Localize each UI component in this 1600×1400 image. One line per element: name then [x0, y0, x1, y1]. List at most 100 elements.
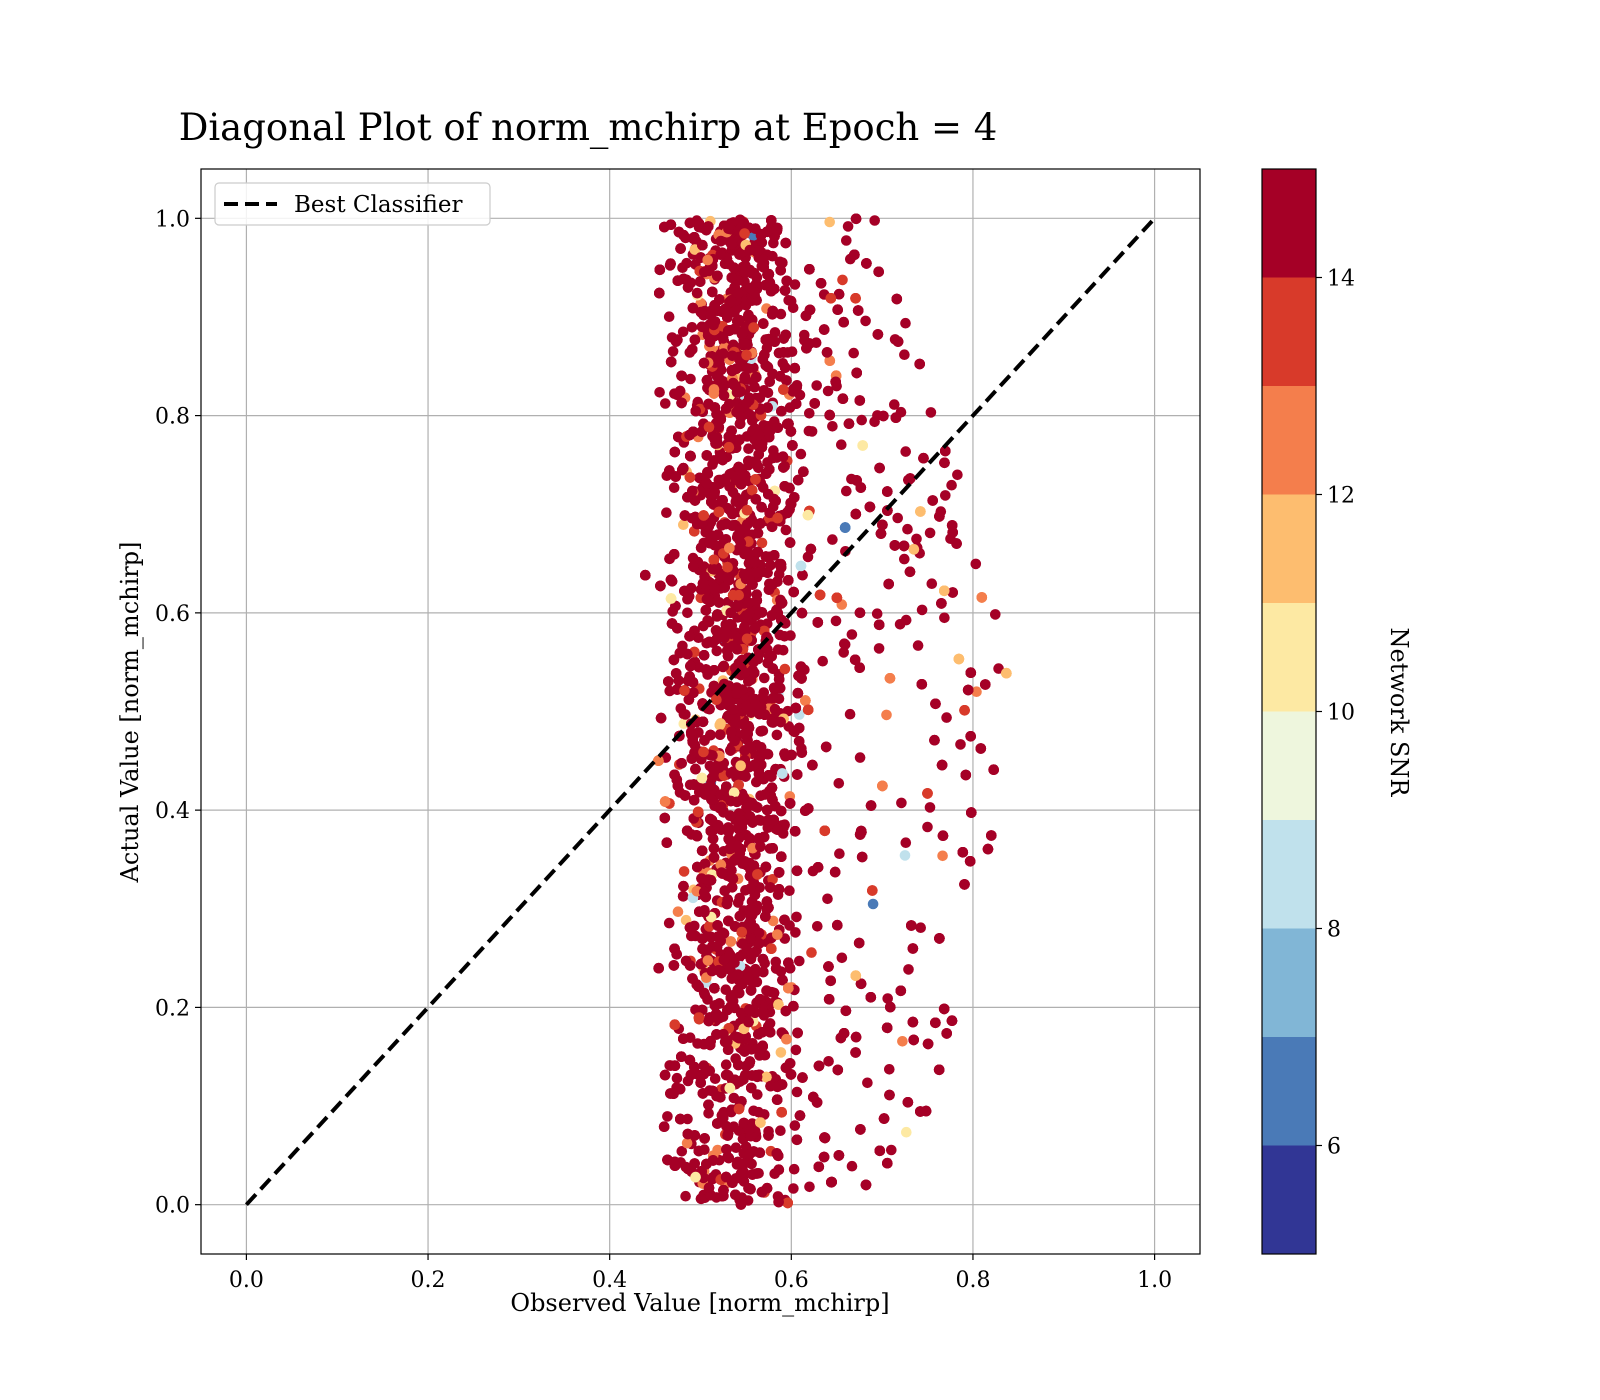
scatter-point — [938, 1003, 950, 1015]
scatter-point — [937, 850, 948, 862]
scatter-point — [827, 534, 838, 545]
scatter-point — [877, 519, 888, 531]
scatter-point — [684, 631, 695, 642]
scatter-point — [986, 830, 997, 841]
scatter-point — [755, 1117, 766, 1128]
scatter-point — [707, 286, 718, 298]
scatter-point — [788, 1000, 799, 1012]
scatter-point — [766, 943, 777, 954]
scatter-point — [926, 578, 938, 589]
scatter-point — [900, 837, 912, 848]
scatter-point — [813, 1161, 825, 1173]
scatter-point — [784, 798, 796, 809]
scatter-point — [761, 425, 773, 437]
scatter-point — [778, 333, 789, 344]
scatter-point — [902, 1097, 914, 1108]
scatter-point — [884, 673, 896, 684]
scatter-point — [882, 486, 893, 497]
scatter-point — [959, 879, 970, 890]
scatter-point — [716, 519, 727, 531]
scatter-point — [818, 1151, 830, 1163]
scatter-point — [764, 551, 776, 563]
scatter-point — [673, 431, 684, 443]
scatter-point — [789, 279, 801, 290]
scatter-point — [708, 665, 720, 676]
scatter-point — [708, 680, 720, 692]
scatter-point — [733, 1103, 745, 1115]
scatter-point — [754, 1147, 766, 1158]
scatter-point — [993, 663, 1004, 674]
scatter-point — [823, 994, 835, 1005]
scatter-point — [922, 788, 933, 799]
scatter-point — [751, 595, 763, 606]
scatter-point — [976, 592, 988, 603]
scatter-point — [779, 362, 791, 373]
scatter-point — [695, 297, 707, 309]
scatter-point — [718, 660, 730, 672]
scatter-point — [730, 1142, 742, 1153]
scatter-point — [883, 578, 894, 590]
scatter-point — [684, 429, 695, 441]
scatter-point — [806, 947, 817, 958]
scatter-point — [708, 852, 720, 863]
scatter-point — [849, 249, 860, 261]
scatter-point — [798, 466, 809, 478]
scatter-point — [843, 418, 855, 430]
scatter-point — [733, 1059, 744, 1071]
scatter-point — [669, 446, 681, 458]
scatter-point — [855, 978, 867, 990]
scatter-point — [772, 824, 783, 835]
scatter-point — [838, 1028, 850, 1039]
scatter-point — [825, 293, 837, 304]
scatter-point — [940, 445, 951, 457]
scatter-point — [675, 243, 686, 254]
scatter-point — [792, 687, 804, 699]
scatter-point — [706, 794, 717, 805]
scatter-point — [896, 797, 907, 809]
scatter-point — [779, 914, 790, 926]
scatter-point — [792, 474, 804, 486]
scatter-point — [667, 346, 679, 357]
scatter-point — [672, 906, 684, 917]
scatter-point — [766, 716, 778, 728]
scatter-point — [731, 474, 742, 486]
scatter-point — [988, 764, 999, 775]
scatter-point — [831, 592, 843, 604]
scatter-point — [769, 336, 780, 348]
scatter-point — [735, 525, 746, 536]
scatter-point — [697, 933, 708, 945]
scatter-point — [780, 237, 791, 249]
scatter-point — [970, 558, 982, 570]
scatter-point — [854, 662, 865, 673]
scatter-point — [939, 612, 950, 624]
scatter-point — [873, 643, 885, 654]
scatter-point — [850, 1031, 862, 1043]
scatter-point — [761, 804, 773, 816]
scatter-point — [965, 731, 976, 742]
scatter-point — [659, 1069, 671, 1081]
scatter-point — [924, 527, 936, 539]
scatter-point — [703, 221, 714, 232]
scatter-point — [718, 1184, 729, 1196]
scatter-point — [955, 739, 966, 750]
scatter-point — [772, 644, 784, 655]
scatter-point — [922, 1038, 934, 1050]
scatter-point — [677, 326, 689, 338]
scatter-point — [729, 957, 740, 968]
scatter-point — [725, 505, 736, 516]
scatter-point — [753, 927, 765, 939]
scatter-point — [934, 511, 945, 522]
scatter-point — [825, 975, 836, 987]
scatter-point — [776, 1107, 787, 1118]
scatter-point — [907, 943, 919, 954]
scatter-point — [867, 885, 878, 896]
scatter-point — [744, 1124, 755, 1135]
scatter-point — [789, 1120, 801, 1131]
scatter-point — [788, 586, 799, 598]
scatter-point — [965, 667, 977, 678]
scatter-point — [797, 1072, 808, 1083]
scatter-point — [824, 355, 836, 367]
scatter-point — [939, 457, 950, 469]
scatter-point — [678, 718, 690, 729]
scatter-point — [682, 607, 693, 619]
